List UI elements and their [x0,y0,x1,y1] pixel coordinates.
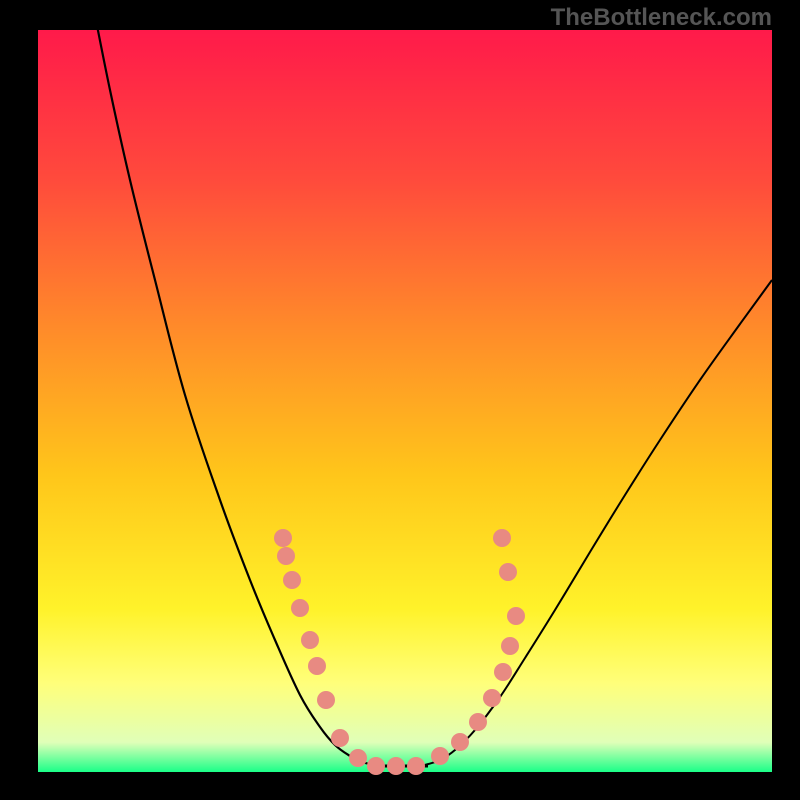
data-marker [331,729,349,747]
data-marker [407,757,425,775]
data-marker [291,599,309,617]
right-curve [425,280,772,765]
data-marker [469,713,487,731]
data-marker [367,757,385,775]
data-marker [494,663,512,681]
data-marker [301,631,319,649]
chart-frame: TheBottleneck.com [0,0,800,800]
left-curve [92,0,375,765]
curve-layer [0,0,800,800]
data-marker [501,637,519,655]
data-marker [493,529,511,547]
data-marker [451,733,469,751]
data-marker [317,691,335,709]
data-marker [431,747,449,765]
data-marker [499,563,517,581]
marker-group [274,529,525,775]
data-marker [274,529,292,547]
data-marker [277,547,295,565]
data-marker [308,657,326,675]
watermark-text: TheBottleneck.com [551,4,772,32]
data-marker [283,571,301,589]
data-marker [483,689,501,707]
data-marker [507,607,525,625]
data-marker [387,757,405,775]
data-marker [349,749,367,767]
